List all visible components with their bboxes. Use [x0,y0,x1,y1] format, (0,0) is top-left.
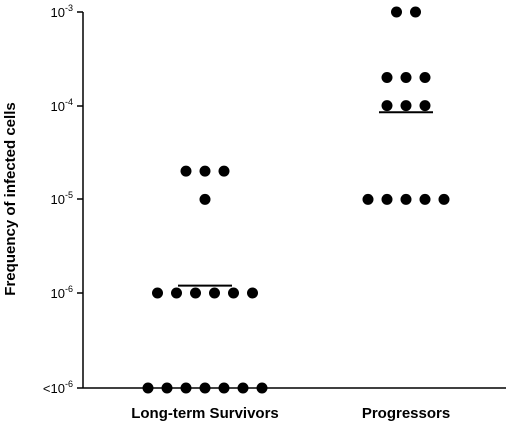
data-point [400,193,412,205]
data-point [190,287,201,299]
data-point [419,100,431,112]
y-tick-label: 10-4 [51,97,73,114]
data-point [362,193,374,205]
data-point [391,6,402,18]
data-point [419,71,431,83]
data-point [218,382,230,394]
y-tick-label: <10-6 [43,379,73,396]
data-point [381,71,393,83]
data-point [199,382,211,394]
data-point [410,6,421,18]
data-point [247,287,258,299]
y-axis-label: Frequency of infected cells [2,102,19,295]
y-axis-ticks: 10-3 10-4 10-5 10-6 <10-6 [43,3,83,396]
data-point [381,100,393,112]
x-tick-label: Progressors [362,405,450,422]
data-point [438,193,450,205]
data-point [218,165,230,177]
y-tick-label: 10-3 [51,3,73,20]
data-point [256,382,268,394]
data-point [209,287,220,299]
data-point [381,193,393,205]
data-point [180,165,192,177]
data-point [400,71,412,83]
data-point [142,382,154,394]
x-axis-ticks: Long-term Survivors Progressors [131,405,450,422]
y-tick-label: 10-6 [51,284,73,301]
y-tick-label: 10-5 [51,190,73,207]
data-point [171,287,182,299]
data-point [419,193,431,205]
data-point [152,287,163,299]
median-lines [178,111,433,287]
data-point [199,165,211,177]
data-point [400,100,412,112]
data-point [161,382,173,394]
data-point [199,193,211,205]
x-tick-label: Long-term Survivors [131,405,279,422]
data-point [180,382,192,394]
data-points [142,6,450,394]
data-point [228,287,239,299]
data-point [237,382,249,394]
